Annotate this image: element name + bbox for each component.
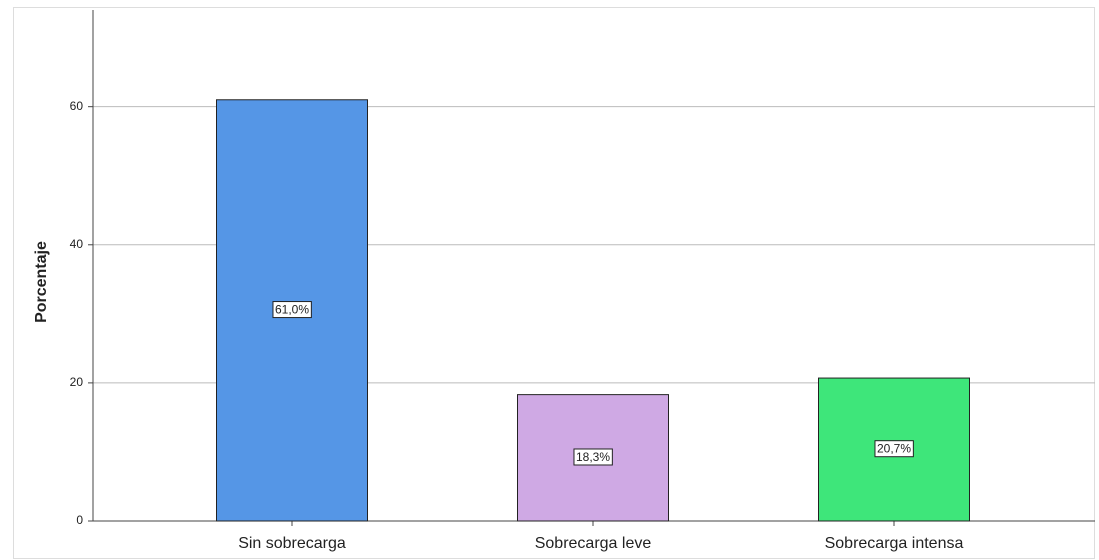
value-label: 18,3% [576, 450, 610, 464]
x-tick-label: Sin sobrecarga [238, 535, 346, 552]
y-axis-title: Porcentaje [33, 241, 50, 323]
x-tick-label: Sobrecarga leve [535, 535, 652, 552]
x-tick-label: Sobrecarga intensa [825, 535, 964, 552]
value-label-box [272, 301, 312, 319]
value-label: 61,0% [275, 303, 309, 317]
value-label-box [573, 448, 613, 466]
value-label: 20,7% [877, 442, 911, 456]
y-tick-label: 40 [70, 237, 84, 251]
y-tick-label: 60 [70, 99, 84, 113]
y-tick-label: 0 [76, 513, 83, 527]
y-tick-label: 20 [70, 375, 84, 389]
value-label-box [874, 440, 914, 458]
